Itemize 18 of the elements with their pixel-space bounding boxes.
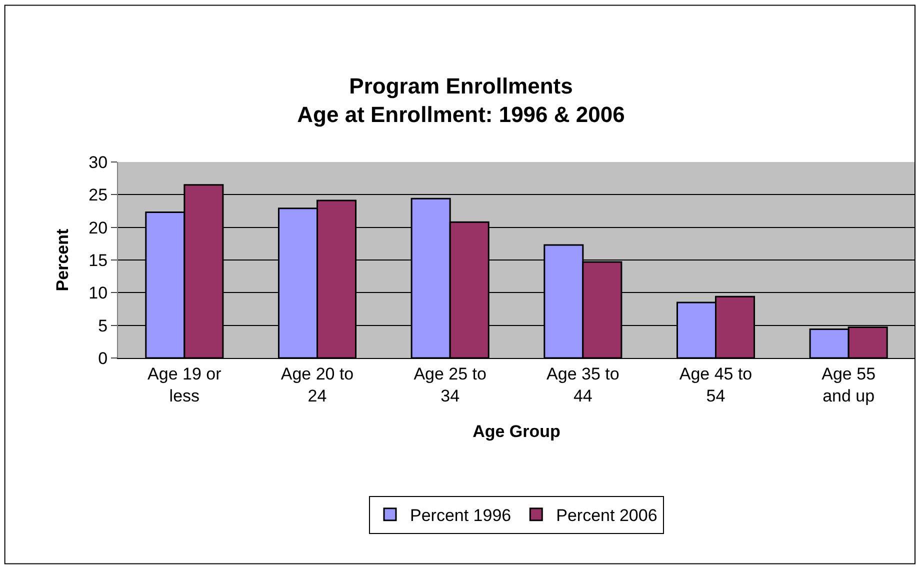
y-tick-label: 30 bbox=[88, 152, 108, 172]
y-tick-label: 20 bbox=[88, 218, 108, 238]
x-tick-label: Age 45 to 54 bbox=[679, 364, 752, 406]
y-tick-label: 15 bbox=[88, 250, 108, 270]
legend-label: Percent 1996 bbox=[410, 506, 512, 525]
x-tick-label: Age 35 to 44 bbox=[546, 364, 620, 406]
y-tick-label: 0 bbox=[98, 348, 108, 368]
y-tick-label: 10 bbox=[88, 284, 108, 303]
x-tick-label: Age 55 and up bbox=[822, 364, 876, 406]
y-tick-label: 5 bbox=[98, 316, 108, 336]
x-axis-title: Age Group bbox=[472, 422, 560, 441]
legend-label: Percent 2006 bbox=[556, 506, 658, 525]
x-tick-label: Age 25 to 34 bbox=[414, 364, 486, 406]
y-axis-title: Percent bbox=[53, 228, 72, 292]
chart-title: Program Enrollments Age at Enrollment: 1996 & 2006 bbox=[297, 74, 625, 128]
x-tick-label: Age 19 or less bbox=[148, 364, 222, 406]
x-tick-label: Age 20 to 24 bbox=[280, 364, 354, 406]
y-tick-label: 25 bbox=[88, 186, 108, 205]
